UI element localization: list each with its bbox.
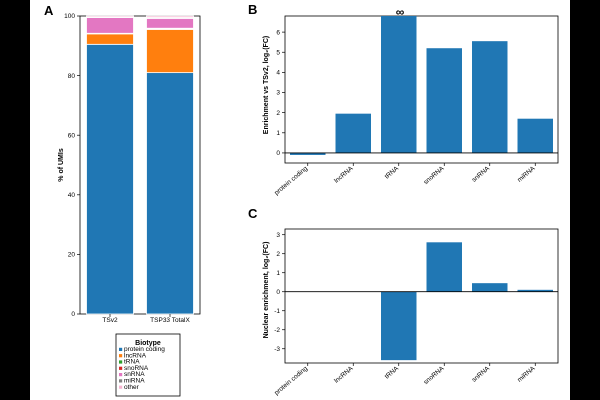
chart-a-bar-tsp33-totalx-snrna (146, 17, 194, 29)
panel-label-a: A (44, 3, 54, 18)
chart-c-bar-snrna (472, 283, 508, 292)
chart-a-ytick-label: 20 (68, 252, 76, 259)
chart-c-bar-snorna (426, 242, 462, 292)
legend-label-snrna: snRNA (124, 371, 145, 378)
chart-b-ytick-label: 4 (276, 70, 280, 77)
chart-b: 0 1 2 3 4 5 6 protein coding lncRNA tRNA snoRNA snR… (273, 15, 559, 197)
biotype-legend: Biotype protein codinglncRNAtRNAsnoRNAsn… (115, 333, 181, 397)
chart-b-ylabel: Enrichment vs TSv2, log₂(FC) (263, 36, 270, 134)
chart-b-ytick-label: 2 (276, 110, 280, 117)
legend-label-lncrna: lncRNA (124, 352, 147, 359)
legend-label-snorna: snoRNA (124, 365, 149, 372)
chart-c-ytick-label: -3 (274, 346, 280, 353)
chart-c-ylabel: Nuclear enrichment, log₂(FC) (263, 242, 270, 339)
chart-a-xtick-label-tsv2: TSv2 (102, 317, 118, 324)
panel-label-b: B (248, 2, 257, 17)
chart-c-xtick-label-protein-coding: protein coding (273, 365, 309, 397)
chart-c-ytick-label: 1 (276, 270, 280, 277)
legend-label-trna: tRNA (124, 359, 140, 366)
figure-svg: A B C % of UMIs Enrichment vs TSv2, log₂… (44, 2, 559, 397)
chart-c-ytick-label: 0 (276, 289, 280, 296)
legend-box (115, 333, 181, 397)
chart-a-ytick-label: 60 (68, 132, 76, 139)
legend-swatch-other (119, 385, 123, 389)
panel-label-c: C (248, 206, 258, 221)
chart-b-bar-protein-coding (290, 152, 326, 155)
chart-a-frame (79, 15, 201, 315)
chart-b-bar-snorna (426, 48, 462, 153)
chart-b-xtick-label-trna: tRNA (384, 165, 401, 181)
chart-b-ytick-label: 0 (276, 150, 280, 157)
chart-c-bar-trna (381, 291, 417, 361)
chart-a-bar-tsv2-protein-coding (86, 43, 134, 315)
chart-c-ytick-label: -2 (274, 327, 280, 334)
legend-label-mirna: miRNA (124, 378, 145, 385)
chart-c-ytick-label: 2 (276, 251, 280, 258)
legend-title: Biotype (135, 340, 161, 347)
chart-b-ytick-label: 6 (276, 29, 280, 36)
chart-b-bar-trna (381, 16, 417, 153)
chart-c-ytick-label: 3 (276, 232, 280, 239)
legend-swatch-protein-coding (119, 347, 123, 351)
chart-c-ytick-label: -1 (274, 308, 280, 315)
legend-label-other: other (124, 384, 140, 391)
chart-b-ytick-label: 5 (276, 49, 280, 56)
legend-swatch-trna (119, 360, 123, 364)
chart-b-bar-mirna (517, 118, 553, 153)
chart-a-bar-tsp33-totalx-lncrna (146, 29, 194, 74)
chart-a-ytick-label: 80 (68, 73, 76, 80)
legend-label-protein-coding: protein coding (124, 346, 165, 353)
chart-b-bar-lncrna (335, 113, 371, 153)
chart-c-xtick-label-snrna: snRNA (471, 365, 492, 384)
chart-b-xtick-label-protein-coding: protein coding (273, 165, 309, 197)
chart-a-bar-tsv2-snrna (86, 17, 134, 34)
chart-c-xtick-label-lncrna: lncRNA (333, 365, 355, 385)
legend-swatch-mirna (119, 379, 123, 383)
legend-swatch-lncrna (119, 354, 123, 358)
chart-c-xtick-label-trna: tRNA (384, 365, 401, 381)
chart-c-xtick-label-mirna: miRNA (516, 365, 537, 384)
chart-a-bar-tsp33-totalx-protein-coding (146, 72, 194, 315)
chart-c: -3 -2 -1 0 1 2 3 protein coding lncRNA tRNA snoRNA… (273, 228, 559, 397)
legend-swatch-snorna (119, 366, 123, 370)
chart-a-ylabel: % of UMIs (58, 148, 65, 182)
chart-a-ytick-label: 100 (64, 13, 75, 20)
chart-a-ytick-label: 40 (68, 192, 76, 199)
legend-swatch-snrna (119, 373, 123, 377)
chart-b-xtick-label-snrna: snRNA (471, 165, 492, 184)
chart-c-frame (284, 228, 559, 364)
chart-b-frame (284, 15, 559, 164)
chart-a-bar-tsp33-totalx-other (146, 15, 194, 18)
chart-b-bar-snrna (472, 41, 508, 153)
chart-b-ytick-label: 3 (276, 90, 280, 97)
chart-a: 0 20 40 60 80 100 TSv2 TSP33 TotalX (64, 13, 201, 324)
chart-b-xtick-label-lncrna: lncRNA (333, 165, 355, 185)
chart-a-ytick-label: 0 (71, 311, 75, 318)
chart-b-xtick-label-snorna: snoRNA (422, 165, 446, 186)
chart-b-ytick-label: 1 (276, 130, 280, 137)
chart-a-bar-tsv2-other (86, 15, 134, 18)
figure-panel: A B C % of UMIs Enrichment vs TSv2, log₂… (30, 0, 570, 400)
chart-b-xtick-label-mirna: miRNA (516, 165, 537, 184)
legend-items: protein codinglncRNAtRNAsnoRNAsnRNAmiRNA… (119, 346, 165, 391)
chart-c-bar-mirna (517, 289, 553, 292)
chart-a-bar-tsv2-lncrna (86, 33, 134, 45)
chart-c-xtick-label-snorna: snoRNA (422, 365, 446, 386)
chart-b-infinity-annotation: ∞ (396, 5, 405, 19)
chart-a-xtick-label-tsp33-totalx: TSP33 TotalX (150, 317, 190, 324)
